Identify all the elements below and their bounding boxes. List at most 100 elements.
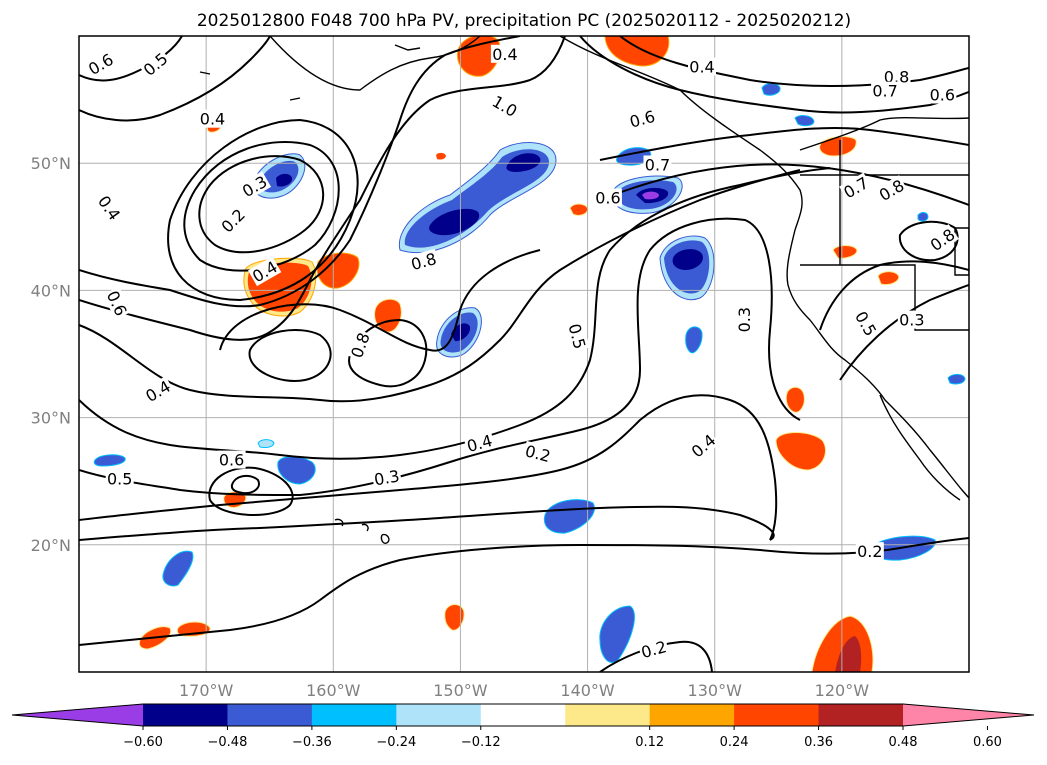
contour-label-bg <box>851 306 881 341</box>
contour-label-text: 0.4 <box>492 45 517 64</box>
contour-label: 0.3 <box>734 305 754 334</box>
colorbar: −0.60 −0.48 −0.36 −0.24 −0.12 0.12 0.24 0.36 0.4… <box>11 703 1035 750</box>
pv-contour <box>208 466 294 516</box>
latitude-labels: 50°N 40°N 30°N 20°N <box>31 154 71 555</box>
colorbar-cell <box>565 704 651 726</box>
contour-label: 0.4 <box>688 57 716 77</box>
precip-blob <box>685 326 703 354</box>
precip-blob <box>877 271 900 286</box>
colorbar-cell <box>311 704 397 726</box>
contour-label-bg <box>522 440 554 466</box>
colorbar-cell <box>143 704 228 726</box>
precip-blob <box>276 173 293 187</box>
contour-label-bg <box>216 204 250 237</box>
contour-label-bg <box>839 172 873 203</box>
pv-contour <box>183 141 340 272</box>
contour-label: 0.3 <box>371 466 403 489</box>
lat-label: 50°N <box>31 154 71 173</box>
map-panel: 0.6 0.50.40.41.00.40.60.70.60.80.7 0.60.7 0… <box>78 35 970 673</box>
colorbar-cell <box>649 704 735 726</box>
lat-label: 30°N <box>31 409 71 428</box>
contour-label-bg <box>882 67 911 86</box>
colorbar-tick-label: −0.12 <box>461 735 501 750</box>
pv-contour <box>219 249 541 352</box>
precip-blob <box>604 36 670 67</box>
contour-label-bg <box>371 466 403 489</box>
pv-contour <box>839 284 969 381</box>
contour-label-bg <box>217 450 246 469</box>
contour-label-bg <box>463 430 496 456</box>
contour-label: 0.8 <box>407 248 440 274</box>
contour-label-bg <box>688 57 716 76</box>
lon-label: 160°W <box>306 681 361 700</box>
contour-label-bg <box>871 81 900 100</box>
contour-label-text: 0.6 <box>219 451 244 470</box>
contour-label-bg <box>103 286 132 320</box>
contour-label-text: 0.5 <box>107 470 132 489</box>
precip-blob <box>429 208 480 236</box>
contour-label-text: 0.3 <box>373 466 401 489</box>
contour-label-bg <box>346 328 374 362</box>
precipitation-shading <box>93 36 966 672</box>
contour-label-bg <box>141 376 175 406</box>
contour-label-text: 0.6 <box>930 86 955 105</box>
contour-label-bg <box>593 188 622 207</box>
pv-contour <box>79 169 801 403</box>
contour-label-text: 0.4 <box>689 58 714 77</box>
pv-contour <box>79 36 271 122</box>
contour-label-bg <box>626 106 659 131</box>
colorbar-cell <box>227 704 313 726</box>
contour-label-text: 0.3 <box>735 307 754 332</box>
lat-label: 20°N <box>31 536 71 555</box>
longitude-labels: 170°W 160°W 150°W 140°W 130°W 120°W <box>179 681 869 700</box>
precip-positive-areas <box>138 36 900 672</box>
precip-blob <box>642 191 659 200</box>
contour-label-bg <box>198 109 227 128</box>
colorbar-cell <box>396 704 482 726</box>
contour-label-bg <box>237 171 272 201</box>
pv-contour <box>248 329 332 382</box>
contour-label-text: 0.7 <box>645 155 670 174</box>
contour-label: 0.6 <box>217 450 246 470</box>
precip-blob <box>775 432 826 471</box>
colorbar-cell <box>734 704 820 726</box>
pv-contour <box>579 36 969 114</box>
precip-blob <box>436 152 446 160</box>
contour-label-bg <box>488 91 522 121</box>
gridlines <box>79 36 969 672</box>
pv-contour <box>599 163 969 206</box>
contour-label-bg <box>94 191 125 225</box>
contour-label-bg <box>565 320 590 353</box>
figure-title: 2025012800 F048 700 hPa PV, precipitatio… <box>197 11 851 31</box>
colorbar-over-arrow <box>903 704 1034 726</box>
pv-contour <box>79 394 778 541</box>
contour-label: 0.7 <box>643 155 672 174</box>
contour-label-bg <box>83 49 118 79</box>
pv-contours <box>79 36 969 672</box>
colorbar-ticks: −0.60 −0.48 −0.36 −0.24 −0.12 0.12 0.24 0.36 0.4… <box>123 726 1002 750</box>
colorbar-cells <box>143 704 904 726</box>
pv-contour <box>79 36 566 341</box>
contour-label-text: 0.3 <box>899 311 924 330</box>
colorbar-tick-label: 0.48 <box>889 735 918 750</box>
contour-label-bg <box>643 155 672 174</box>
coastline-canada-inland <box>799 117 969 151</box>
pv-contour <box>79 217 801 497</box>
pv-contour <box>167 118 359 302</box>
lon-label: 140°W <box>560 681 615 700</box>
contour-label-bg <box>686 429 720 462</box>
contour-label-bg <box>637 636 670 662</box>
contour-label-text: 0.2 <box>857 542 882 561</box>
contour-label: 0.6 <box>593 188 622 208</box>
map-frame <box>78 35 970 673</box>
contour-label: 0.2 <box>855 542 884 561</box>
colorbar-tick-label: 0.60 <box>973 735 1002 750</box>
contour-label: 0.3 <box>897 310 926 330</box>
contour-label-bg <box>248 256 282 287</box>
pv-contour <box>819 260 969 331</box>
contour-label: 0.5 <box>105 469 134 489</box>
coastline-hawaii <box>334 518 390 544</box>
colorbar-tick-label: 0.36 <box>804 735 833 750</box>
coastline-na-west <box>786 229 969 499</box>
